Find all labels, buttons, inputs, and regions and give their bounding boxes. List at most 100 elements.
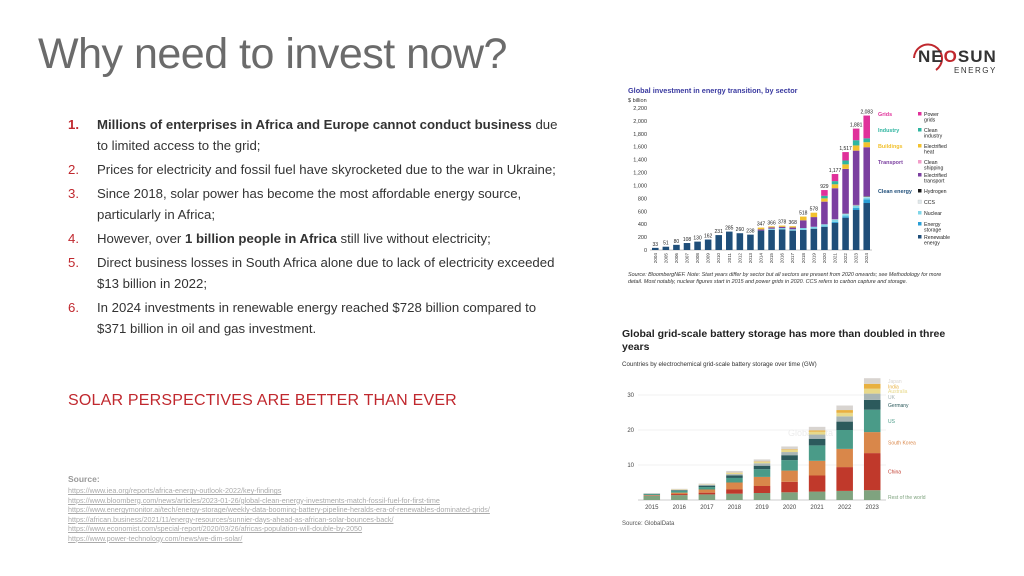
bar-segment bbox=[698, 487, 716, 490]
source-link[interactable]: https://www.power-technology.com/news/we… bbox=[68, 533, 243, 543]
key-point-text: Prices for electricity and fossil fuel h… bbox=[97, 162, 556, 177]
investment-chart-plot: $ billion 0 200 400 600 800 1,000 1,200 1,400 1,6… bbox=[628, 98, 950, 264]
legend-item-label-cont: grids bbox=[924, 118, 936, 124]
bar-segment bbox=[808, 445, 826, 461]
legend-item-label-cont: industry bbox=[924, 134, 943, 140]
bar-segment bbox=[781, 481, 798, 493]
bar-segment bbox=[778, 228, 786, 230]
bar-segment bbox=[831, 219, 839, 222]
x-tick-label: 2019 bbox=[811, 253, 816, 264]
source-link[interactable]: https://www.bloomberg.com/news/articles/… bbox=[68, 495, 440, 505]
legend-group-label: Clean energy bbox=[878, 189, 912, 195]
legend-group-label: Industry bbox=[878, 128, 899, 134]
bar-segment bbox=[753, 486, 771, 493]
y-tick-label: 30 bbox=[627, 393, 634, 399]
bar-segment bbox=[643, 494, 661, 496]
bar-segment bbox=[836, 421, 853, 430]
key-point-number: 2. bbox=[68, 162, 79, 177]
series-label: South Korea bbox=[888, 441, 916, 447]
bar-segment bbox=[808, 460, 826, 476]
bar-segment bbox=[852, 145, 860, 151]
bar-segment bbox=[808, 426, 826, 431]
x-tick-label: 2022 bbox=[843, 253, 848, 264]
bar-segment bbox=[863, 432, 881, 454]
y-tick-label: 2,200 bbox=[633, 106, 647, 112]
bar-segment bbox=[753, 461, 771, 464]
bar-segment bbox=[652, 247, 659, 250]
bar-segment bbox=[778, 225, 786, 227]
bar-segment bbox=[808, 434, 826, 439]
bar-segment bbox=[863, 142, 870, 148]
bar-total-label: 285 bbox=[725, 226, 734, 232]
bar-segment bbox=[789, 227, 796, 230]
y-tick-label: 400 bbox=[638, 222, 647, 228]
bar-segment bbox=[808, 430, 826, 432]
chart-note: Source: BloombergNEF. Note: Start years … bbox=[628, 272, 942, 285]
bar-segment bbox=[781, 446, 798, 450]
bar-segment bbox=[671, 488, 688, 490]
key-point-number: 3. bbox=[68, 186, 79, 201]
chart-title: Global investment in energy transition, … bbox=[628, 86, 798, 95]
bar-segment bbox=[863, 388, 881, 394]
bar-segment bbox=[810, 212, 818, 218]
source-link[interactable]: https://www.energymonitor.ai/tech/energy… bbox=[68, 505, 490, 515]
bar-segment bbox=[683, 243, 691, 250]
bar-total-label: 366 bbox=[767, 220, 776, 226]
legend-item-label: Clean bbox=[924, 128, 938, 134]
x-tick-label: 2020 bbox=[783, 505, 797, 511]
bar-total-label: 33 bbox=[653, 242, 659, 248]
bar-segment bbox=[753, 459, 771, 462]
legend-item-label-cont: storage bbox=[924, 228, 941, 234]
bar-segment bbox=[863, 453, 881, 491]
x-tick-label: 2013 bbox=[748, 253, 753, 264]
y-tick-label: 1,400 bbox=[633, 158, 647, 164]
key-point-number: 1. bbox=[68, 117, 79, 132]
sources-block: Source: https://www.iea.org/reports/afri… bbox=[68, 474, 588, 544]
x-tick-label: 2009 bbox=[706, 253, 711, 264]
y-tick-label: 200 bbox=[638, 235, 647, 241]
series-label: Germany bbox=[888, 403, 909, 409]
y-tick-label: 1,200 bbox=[633, 171, 647, 177]
x-tick-label: 2010 bbox=[716, 253, 721, 264]
bar-segment bbox=[753, 476, 771, 486]
legend-group-label: Transport bbox=[878, 160, 903, 166]
bar-segment bbox=[863, 197, 870, 200]
legend-swatch bbox=[918, 211, 922, 215]
bar-segment bbox=[852, 140, 860, 146]
bar-segment bbox=[852, 209, 860, 250]
bar-segment bbox=[852, 150, 860, 205]
x-tick-label: 2022 bbox=[838, 505, 852, 511]
legend-item-label: Electrified bbox=[924, 173, 947, 179]
bar-segment bbox=[863, 115, 870, 139]
x-tick-label: 2019 bbox=[755, 505, 769, 511]
series-label: UK bbox=[888, 395, 896, 401]
x-tick-label: 2006 bbox=[674, 253, 679, 264]
bar-total-label: 2,083 bbox=[860, 110, 873, 116]
bar-segment bbox=[757, 230, 765, 250]
bar-segment bbox=[726, 474, 743, 476]
key-point-emphasis: Millions of enterprises in Africa and Eu… bbox=[97, 117, 532, 132]
x-tick-label: 2018 bbox=[801, 253, 806, 264]
bar-segment bbox=[836, 410, 853, 413]
bar-total-label: 578 bbox=[810, 207, 819, 213]
bar-segment bbox=[800, 229, 807, 250]
bar-segment bbox=[842, 152, 849, 161]
bar-total-label: 108 bbox=[683, 237, 692, 243]
bar-total-label: 130 bbox=[693, 236, 702, 242]
legend-item-label-cont: transport bbox=[924, 179, 945, 185]
bar-segment bbox=[781, 492, 798, 500]
bar-segment bbox=[831, 222, 839, 250]
source-link[interactable]: https://www.economist.com/special-report… bbox=[68, 524, 363, 534]
source-link[interactable]: https://www.iea.org/reports/africa-energ… bbox=[68, 486, 282, 495]
source-link[interactable]: https://african.business/2021/11/energy-… bbox=[68, 514, 394, 524]
bar-segment bbox=[698, 494, 716, 500]
x-tick-label: 2014 bbox=[759, 253, 764, 264]
legend-swatch bbox=[918, 144, 922, 148]
x-tick-label: 2024 bbox=[864, 253, 869, 264]
bar-segment bbox=[671, 494, 688, 496]
key-point-1: 1. Millions of enterprises in Africa and … bbox=[68, 114, 568, 156]
bar-segment bbox=[810, 226, 818, 229]
bar-segment bbox=[747, 234, 754, 250]
bar-segment bbox=[863, 203, 870, 250]
key-point-text: However, over 1 billion people in Africa… bbox=[97, 231, 491, 246]
